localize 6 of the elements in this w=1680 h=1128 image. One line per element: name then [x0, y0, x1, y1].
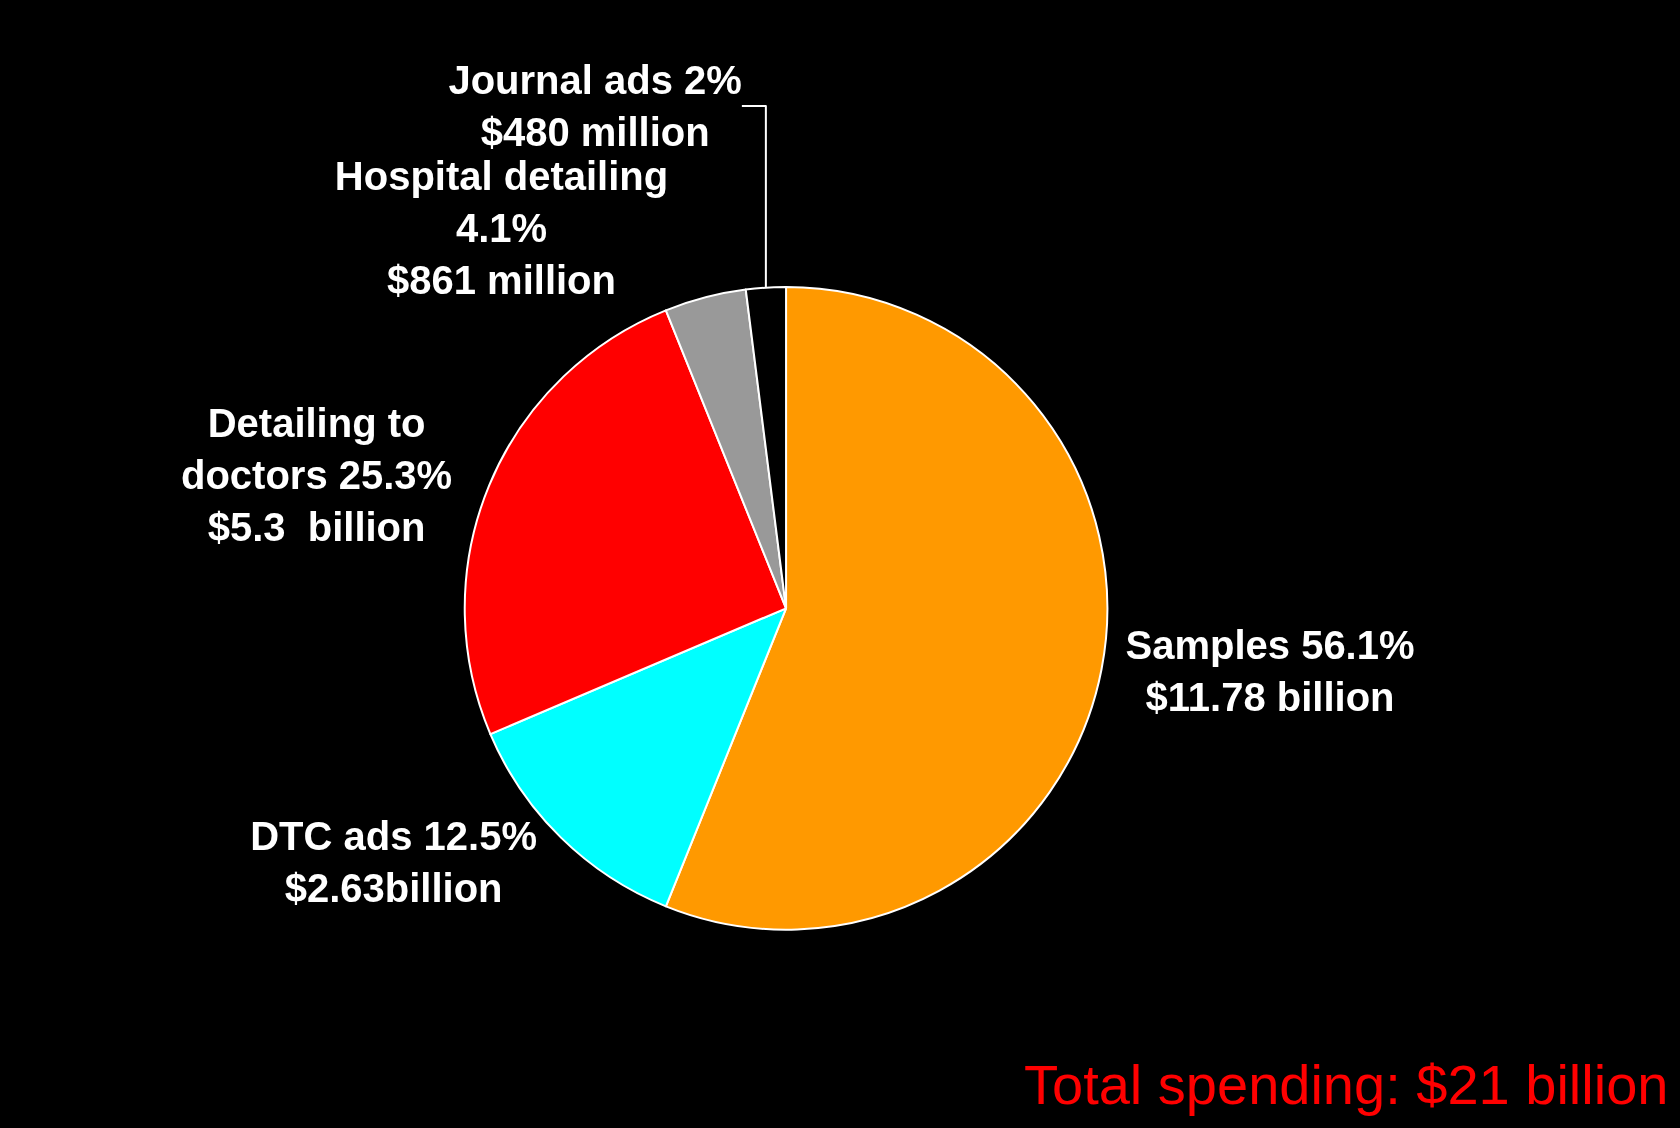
slice-label: DTC ads 12.5% $2.63billion: [250, 814, 537, 911]
text: Total spending: $21 billion: [1024, 1053, 1669, 1116]
slice-label: Samples 56.1% $11.78 billion: [1125, 623, 1415, 720]
slice-label: Detailing to doctors 25.3% $5.3 billion: [180, 400, 453, 549]
slice-label: Hospital detailing 4.1% $861 million: [334, 154, 669, 303]
slice-label: Journal ads 2% $480 million: [448, 58, 742, 155]
